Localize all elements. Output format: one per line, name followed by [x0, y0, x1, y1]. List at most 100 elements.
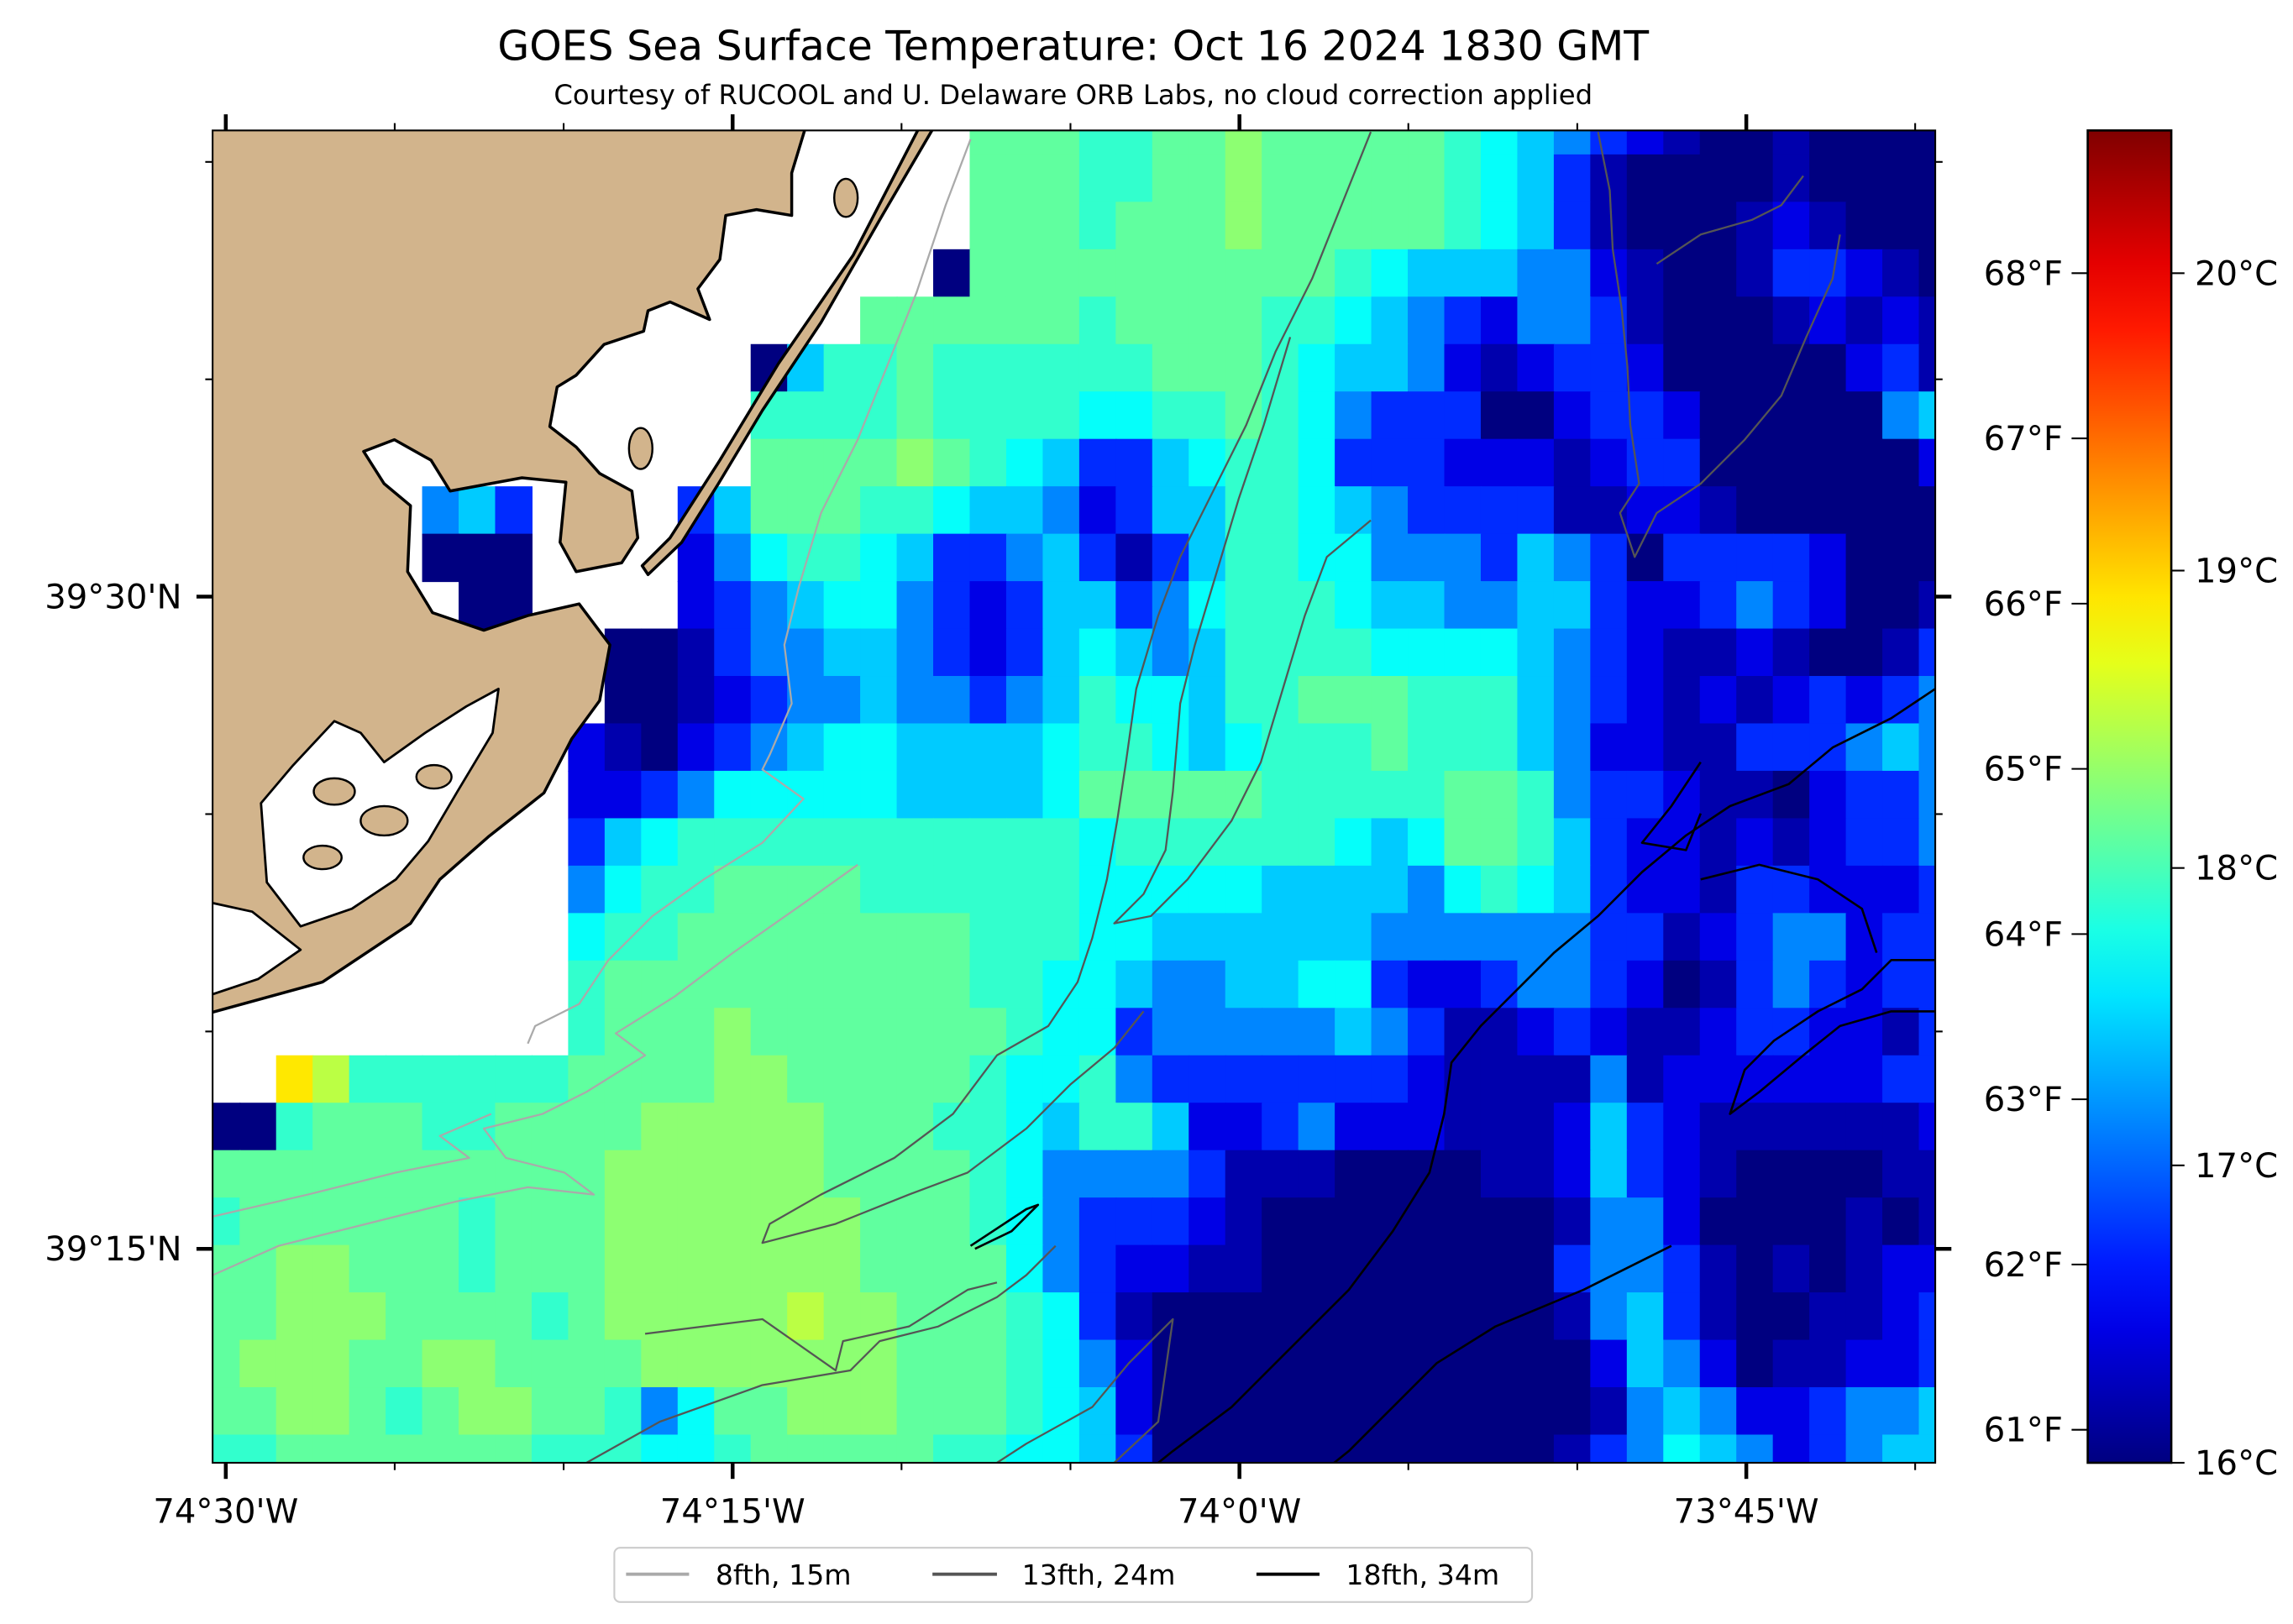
sst-cell [677, 628, 716, 678]
sst-cell [1188, 1150, 1226, 1199]
sst-cell [1553, 1055, 1592, 1104]
sst-cell [459, 1150, 496, 1199]
sst-cell [1115, 581, 1153, 630]
sst-cell [787, 960, 825, 1009]
sst-cell [604, 1292, 643, 1341]
sst-cell [1918, 628, 1936, 678]
sst-cell [1225, 818, 1263, 867]
sst-cell [1188, 723, 1226, 772]
sst-cell [1517, 391, 1555, 440]
sst-cell [1152, 818, 1190, 867]
sst-cell [239, 1197, 277, 1246]
sst-cell [1262, 1339, 1299, 1389]
sst-cell [239, 1292, 277, 1341]
sst-cell [1699, 770, 1738, 820]
sst-cell [1298, 723, 1336, 772]
sst-cell [312, 1434, 350, 1463]
sst-cell [1188, 676, 1226, 725]
sst-cell [1553, 960, 1592, 1009]
sst-cell [1809, 628, 1847, 678]
sst-cell [1152, 343, 1190, 393]
sst-cell [933, 960, 971, 1009]
sst-cell [459, 1197, 496, 1246]
sst-cell [1444, 960, 1482, 1009]
sst-cell [1480, 1339, 1519, 1389]
sst-cell [349, 1055, 387, 1104]
sst-cell [787, 865, 825, 914]
sst-cell [1042, 391, 1080, 440]
sst-cell [1553, 486, 1592, 535]
sst-cell [1188, 770, 1226, 820]
sst-cell [714, 1150, 752, 1199]
sst-cell [1444, 770, 1482, 820]
sst-cell [1335, 249, 1372, 298]
sst-cell [677, 1387, 716, 1436]
sst-cell [823, 1339, 862, 1389]
sst-cell [787, 1434, 825, 1463]
sst-cell [969, 960, 1008, 1009]
sst-cell [714, 960, 752, 1009]
sst-cell [1005, 154, 1044, 203]
map-area [213, 130, 1936, 1463]
sst-cell [568, 913, 606, 961]
sst-cell [1626, 130, 1665, 155]
sst-cell [1809, 202, 1847, 250]
sst-cell [787, 1244, 825, 1294]
sst-cell [1809, 818, 1847, 867]
sst-cell [677, 1150, 716, 1199]
sst-cell [1262, 818, 1299, 867]
sst-cell [1005, 130, 1044, 155]
sst-cell [1188, 1103, 1226, 1151]
sst-cell [1772, 960, 1811, 1009]
sst-cell [1152, 202, 1190, 250]
sst-cell [1517, 438, 1555, 488]
sst-cell [1772, 1387, 1811, 1436]
sst-cell [641, 1387, 679, 1436]
sst-cell [896, 296, 935, 345]
sst-cell [1078, 296, 1117, 345]
sst-cell [750, 533, 789, 583]
sst-cell [1626, 770, 1665, 820]
sst-cell [1882, 130, 1920, 155]
sst-cell [1298, 154, 1336, 203]
sst-cell [1882, 1434, 1920, 1463]
sst-cell [1005, 533, 1044, 583]
colorbar-c-label: 19°C [2195, 552, 2278, 590]
sst-cell [1736, 130, 1774, 155]
sst-cell [1517, 202, 1555, 250]
sst-cell [1408, 1197, 1446, 1246]
sst-cell [1809, 1103, 1847, 1151]
contour-13fth [644, 1281, 998, 1372]
sst-cell [1626, 202, 1665, 250]
sst-cell [750, 723, 789, 772]
sst-cell [1626, 438, 1665, 488]
sst-cell [896, 770, 935, 820]
sst-cell [1188, 130, 1226, 155]
sst-cell [896, 1008, 935, 1056]
sst-cell [422, 1339, 460, 1389]
sst-cell [604, 1339, 643, 1389]
sst-cell [1626, 1150, 1665, 1199]
sst-cell [1042, 818, 1080, 867]
sst-cell [1590, 723, 1628, 772]
sst-cell [1699, 130, 1738, 155]
sst-cell [1371, 1055, 1409, 1104]
sst-cell [1845, 865, 1884, 914]
sst-cell [860, 533, 898, 583]
sst-cell [677, 1055, 716, 1104]
sst-cell [1371, 1339, 1409, 1389]
sst-cell [1809, 1387, 1847, 1436]
sst-cell [1663, 1339, 1701, 1389]
sst-cell [823, 581, 862, 630]
sst-cell [677, 1434, 716, 1463]
sst-cell [677, 1244, 716, 1294]
sst-cell [1115, 1150, 1153, 1199]
sst-cell [1590, 1292, 1628, 1341]
sst-cell [1444, 438, 1482, 488]
sst-cell [1115, 1387, 1153, 1436]
sst-cell [1225, 343, 1263, 393]
sst-cell [1078, 1434, 1117, 1463]
sst-cell [1517, 249, 1555, 298]
sst-cell [1772, 1339, 1811, 1389]
sst-cell [933, 1244, 971, 1294]
